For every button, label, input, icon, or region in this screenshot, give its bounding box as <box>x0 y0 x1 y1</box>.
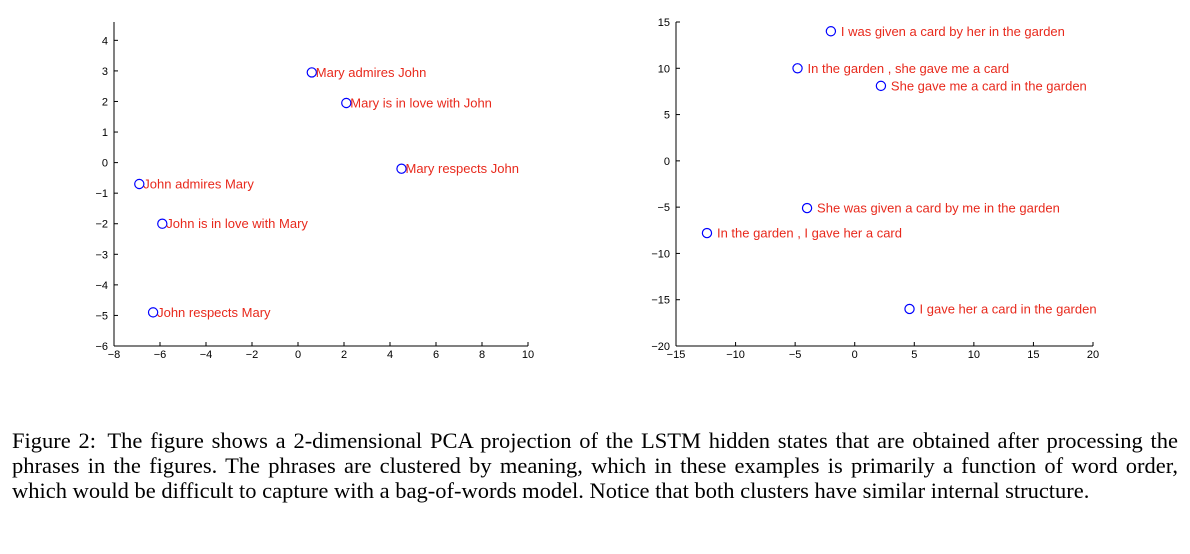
y-tick-label: 1 <box>102 127 108 139</box>
y-tick-label: 3 <box>102 66 108 78</box>
x-tick-label: 6 <box>433 349 439 361</box>
y-tick-label: −15 <box>651 295 670 307</box>
y-tick-label: 2 <box>102 96 108 108</box>
y-tick-label: 5 <box>664 110 670 122</box>
data-point-marker <box>147 307 159 318</box>
data-point-label: She was given a card by me in the garden <box>817 201 1060 216</box>
y-tick-label: 0 <box>102 158 108 170</box>
x-tick-label: 10 <box>522 349 534 361</box>
y-tick-label: −20 <box>651 341 670 353</box>
x-tick-label: 10 <box>968 349 980 361</box>
y-tick-label: −2 <box>95 219 108 231</box>
figure-caption: Figure 2: The figure shows a 2-dimension… <box>12 428 1178 503</box>
data-point-label: She gave me a card in the garden <box>891 78 1087 93</box>
data-point-label: John admires Mary <box>143 177 254 192</box>
x-tick-label: 0 <box>852 349 858 361</box>
data-point-label: In the garden , she gave me a card <box>808 61 1010 76</box>
caption-text: The figure shows a 2-dimensional PCA pro… <box>12 428 1179 503</box>
x-tick-label: 8 <box>479 349 485 361</box>
x-tick-label: 2 <box>341 349 347 361</box>
y-tick-label: −3 <box>95 249 108 261</box>
data-point-marker <box>341 97 352 109</box>
x-tick-label: −4 <box>200 349 213 361</box>
data-point-marker <box>825 26 837 37</box>
y-tick-label: −6 <box>95 341 108 353</box>
x-tick-label: 4 <box>387 349 393 361</box>
data-point-label: Mary respects John <box>406 161 519 176</box>
y-tick-label: 15 <box>658 17 670 29</box>
data-point-marker <box>801 202 813 214</box>
y-tick-label: −5 <box>95 310 108 322</box>
data-point-label: In the garden , I gave her a card <box>717 226 902 241</box>
data-point-label: I gave her a card in the garden <box>920 301 1097 316</box>
data-point-label: John is in love with Mary <box>166 216 308 231</box>
x-tick-label: 15 <box>1027 349 1039 361</box>
x-tick-label: −10 <box>726 349 745 361</box>
data-point-label: John respects Mary <box>157 305 271 320</box>
data-point-label: Mary admires John <box>316 65 427 80</box>
x-tick-label: −15 <box>667 349 686 361</box>
y-tick-label: −5 <box>657 202 670 214</box>
figure-number: Figure 2: <box>12 428 97 453</box>
x-tick-label: 20 <box>1087 349 1099 361</box>
data-point-marker <box>306 67 317 78</box>
y-tick-label: −4 <box>95 280 108 292</box>
x-tick-label: 0 <box>295 349 301 361</box>
x-tick-label: −8 <box>108 349 121 361</box>
y-tick-label: −1 <box>95 188 108 200</box>
data-point-marker <box>157 218 168 229</box>
x-tick-label: −2 <box>246 349 259 361</box>
x-tick-label: 5 <box>911 349 917 361</box>
y-tick-label: 0 <box>664 156 670 168</box>
data-point-label: Mary is in love with John <box>350 96 492 111</box>
data-point-label: I was given a card by her in the garden <box>841 24 1065 39</box>
x-tick-label: −6 <box>154 349 167 361</box>
data-point-marker <box>701 227 713 239</box>
data-point-marker <box>792 63 803 74</box>
y-tick-label: 10 <box>658 63 670 75</box>
data-point-marker <box>904 303 915 315</box>
y-tick-label: −10 <box>651 248 670 260</box>
y-tick-label: 4 <box>102 35 108 47</box>
data-point-marker <box>875 80 887 92</box>
data-point-marker <box>396 163 407 174</box>
data-point-marker <box>134 178 145 190</box>
x-tick-label: −5 <box>789 349 802 361</box>
